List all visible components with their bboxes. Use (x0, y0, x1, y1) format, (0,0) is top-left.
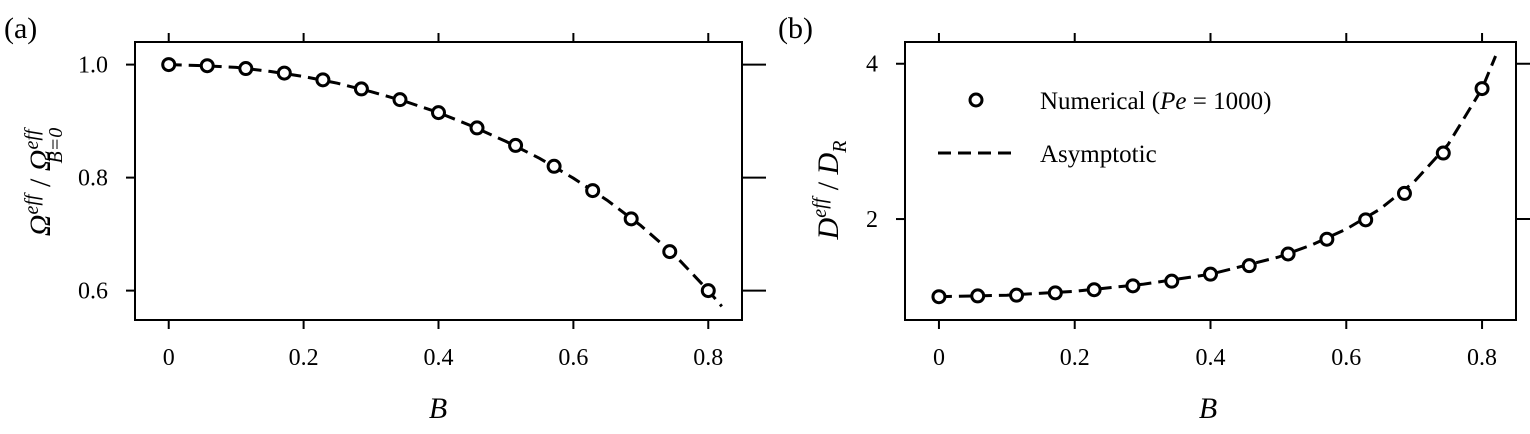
panel-a-data-point (700, 283, 716, 299)
panel-a-data-point (431, 105, 446, 121)
panel-a-y-ticks: 0.6 0.8 1.0 (78, 53, 766, 305)
panel-a: (a) 0 0.2 0.4 0.6 0.8 0.6 0.8 1.0 B Ωeff / Ωef… (4, 12, 766, 425)
panel-b-asymptotic-line (938, 55, 1497, 299)
panel-a-data-point (508, 137, 524, 153)
panel-a-x-axis-label: B (429, 392, 447, 425)
panel-b: (b) 0 0.2 0.4 0.6 0.8 24 B Deff / DR Numeric… (778, 12, 1530, 425)
panel-a-y-axis-label: Ωeff / Ωeff B=0 (21, 127, 67, 236)
panel-b-x-axis-label: B (1199, 392, 1217, 425)
panel-b-series (931, 55, 1497, 305)
panel-b-legend: Numerical (Pe = 1000) Asymptotic (938, 88, 1271, 168)
panel-b-y-tick-label: 2 (866, 207, 878, 233)
panel-b-x-tick-label: 0.8 (1467, 345, 1497, 371)
panel-b-x-tick-label: 0.6 (1331, 345, 1361, 371)
panel-b-data-point (970, 288, 986, 304)
panel-a-plot-frame (134, 41, 743, 321)
panel-b-x-ticks: 0 0.2 0.4 0.6 0.8 (933, 33, 1497, 371)
panel-b-x-tick-label: 0 (933, 345, 945, 371)
panel-a-data-point (585, 183, 601, 199)
panel-b-data-point (1280, 246, 1296, 262)
panel-a-data-point (469, 120, 485, 136)
panel-b-data-point (1086, 282, 1102, 298)
panel-a-data-point (392, 92, 408, 108)
panel-a-label: (a) (4, 12, 37, 45)
panel-a-data-point (199, 58, 215, 74)
panel-a-x-tick-label: 0.6 (558, 345, 588, 371)
panel-a-data-point (546, 158, 562, 174)
panel-a-data-point (161, 57, 177, 73)
panel-b-data-point (1125, 278, 1141, 294)
panel-b-x-tick-label: 0.2 (1060, 345, 1090, 371)
panel-b-data-point (1164, 273, 1180, 289)
panel-a-data-point (276, 65, 292, 81)
panel-a-data-point (238, 61, 254, 77)
panel-a-y-tick-label: 0.8 (78, 166, 108, 192)
panel-a-x-ticks: 0 0.2 0.4 0.6 0.8 (163, 33, 723, 371)
panel-b-y-tick-label: 4 (866, 52, 878, 78)
legend-label-numerical: Numerical (Pe = 1000) (1040, 88, 1271, 115)
legend-marker-numerical (968, 92, 984, 108)
panel-a-data-point (353, 81, 369, 97)
panel-b-data-point (1358, 212, 1374, 228)
panel-b-y-axis-label: Deff / DR (809, 141, 851, 241)
panel-a-x-tick-label: 0.2 (289, 345, 319, 371)
panel-b-data-point (931, 289, 947, 305)
panel-b-data-point (1241, 258, 1257, 274)
panel-b-data-point (1319, 231, 1335, 247)
panel-a-asymptotic-line (168, 63, 723, 308)
panel-a-x-tick-label: 0 (163, 345, 175, 371)
panel-a-x-tick-label: 0.4 (424, 345, 454, 371)
panel-a-series (161, 57, 723, 308)
panel-a-x-tick-label: 0.8 (693, 345, 723, 371)
panel-b-y-ticks: 24 (866, 52, 1530, 233)
legend-label-asymptotic: Asymptotic (1040, 141, 1157, 168)
panel-b-data-point (1203, 266, 1218, 282)
panel-b-label: (b) (778, 12, 813, 45)
panel-b-data-point (1474, 81, 1490, 97)
panel-a-y-tick-label: 0.6 (78, 279, 108, 305)
panel-b-data-point (1009, 287, 1025, 303)
panel-a-data-point (662, 244, 678, 260)
panel-a-data-point (623, 211, 639, 227)
panel-a-data-point (315, 72, 331, 88)
panel-b-data-point (1396, 185, 1412, 201)
panel-b-data-point (1047, 285, 1063, 301)
panel-b-data-point (1435, 145, 1451, 161)
panel-b-x-tick-label: 0.4 (1196, 345, 1226, 371)
panel-a-y-tick-label: 1.0 (78, 53, 108, 79)
